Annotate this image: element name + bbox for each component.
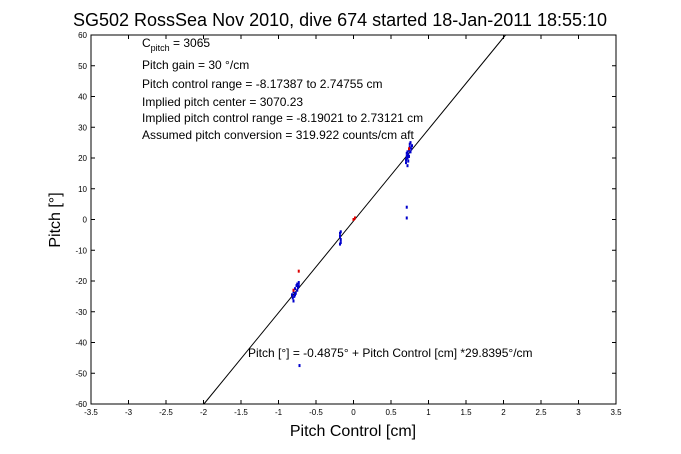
data-point — [411, 144, 413, 148]
x-tick-label: 1 — [426, 408, 431, 417]
data-point — [405, 205, 408, 209]
x-tick-label: 3.5 — [610, 408, 622, 417]
x-tick-labels: -3.5 -3 -2.5 -2 -1.5 -1 -0.5 0 0.5 1 1.5 2 2.5 3 3.5 — [84, 408, 622, 417]
y-tick-label: 10 — [78, 185, 87, 194]
data-point — [297, 285, 299, 289]
data-point — [408, 142, 411, 146]
y-tick-label: 50 — [78, 62, 87, 71]
annotation-control-range: Pitch control range = -8.17387 to 2.7475… — [142, 77, 383, 91]
data-point — [297, 269, 300, 273]
annotation-c-pitch-value: = 3065 — [170, 36, 211, 50]
annotation-c-pitch-main: C — [142, 36, 151, 50]
chart-title: SG502 RossSea Nov 2010, dive 674 started… — [73, 10, 607, 30]
annotation-conversion: Assumed pitch conversion = 319.922 count… — [142, 128, 414, 142]
x-tick-label: 3 — [576, 408, 581, 417]
y-tick-label: -60 — [75, 400, 87, 409]
data-point — [339, 242, 341, 246]
data-point — [292, 288, 295, 292]
data-point — [297, 284, 300, 288]
data-point — [405, 216, 408, 220]
data-point — [409, 150, 412, 154]
x-tick-label: -1 — [275, 408, 283, 417]
annotation-implied-range: Implied pitch control range = -8.19021 t… — [142, 111, 423, 125]
data-point — [407, 159, 410, 163]
y-tick-label: 30 — [78, 123, 87, 132]
x-tick-label: 1.5 — [460, 408, 472, 417]
x-tick-label: -0.5 — [309, 408, 323, 417]
data-point — [291, 293, 293, 297]
data-point — [405, 158, 407, 162]
data-point — [409, 141, 412, 145]
annotation-c-pitch-subscript: pitch — [151, 43, 170, 53]
y-tick-label: 60 — [78, 31, 87, 40]
data-point — [352, 218, 355, 221]
y-tick-label: -40 — [75, 339, 87, 348]
y-axis-label: Pitch [°] — [47, 192, 64, 247]
data-point — [406, 150, 409, 154]
data-point — [406, 164, 409, 168]
data-point — [294, 291, 297, 295]
x-axis-label: Pitch Control [cm] — [290, 423, 416, 440]
data-point — [294, 293, 296, 297]
data-point — [292, 299, 295, 303]
annotation-fit-equation: Pitch [°] = -0.4875° + Pitch Control [cm… — [248, 346, 533, 360]
data-point — [339, 231, 341, 235]
data-point — [295, 284, 298, 288]
x-tick-label: 0 — [351, 408, 356, 417]
y-tick-label: 0 — [83, 216, 88, 225]
data-point — [294, 287, 296, 291]
x-tick-label: -2.5 — [159, 408, 173, 417]
x-tick-label: -3 — [125, 408, 133, 417]
y-tick-label: -10 — [75, 246, 87, 255]
y-tick-label: 40 — [78, 93, 87, 102]
data-point — [354, 216, 356, 220]
data-point — [296, 288, 299, 292]
data-point — [339, 230, 342, 234]
y-tick-label: -50 — [75, 369, 87, 378]
data-point — [291, 296, 294, 300]
data-point — [408, 154, 410, 158]
x-tick-label: -3.5 — [84, 408, 98, 417]
data-point — [293, 294, 296, 298]
data-point — [405, 151, 408, 155]
x-tick-label: 2.5 — [535, 408, 547, 417]
data-point — [410, 147, 413, 151]
data-point — [298, 364, 301, 368]
data-point — [408, 145, 411, 149]
x-tick-label: 0.5 — [385, 408, 397, 417]
annotation-c-pitch: Cpitch = 3065 — [142, 36, 210, 53]
fit-line — [203, 34, 506, 405]
data-point — [296, 282, 299, 286]
y-tick-label: 20 — [78, 154, 87, 163]
x-tick-label: -1.5 — [234, 408, 248, 417]
y-tick-label: -20 — [75, 277, 87, 286]
y-tick-label: -30 — [75, 308, 87, 317]
data-point — [297, 281, 300, 285]
data-point — [405, 161, 407, 165]
data-point — [292, 290, 295, 294]
y-tick-labels: -60 -50 -40 -30 -20 -10 0 10 20 30 40 50 60 — [75, 31, 87, 409]
x-tick-label: -2 — [200, 408, 208, 417]
data-point — [405, 154, 408, 158]
annotation-implied-center: Implied pitch center = 3070.23 — [142, 95, 303, 109]
annotation-pitch-gain: Pitch gain = 30 °/cm — [142, 58, 249, 72]
x-tick-label: 2 — [501, 408, 506, 417]
data-point — [408, 147, 410, 151]
axis-ticks — [90, 34, 617, 405]
data-point — [406, 156, 409, 160]
data-point — [339, 237, 342, 241]
data-point — [408, 148, 410, 152]
data-points — [291, 141, 413, 368]
data-point — [339, 234, 341, 238]
data-point — [339, 241, 342, 245]
data-point — [407, 153, 410, 157]
